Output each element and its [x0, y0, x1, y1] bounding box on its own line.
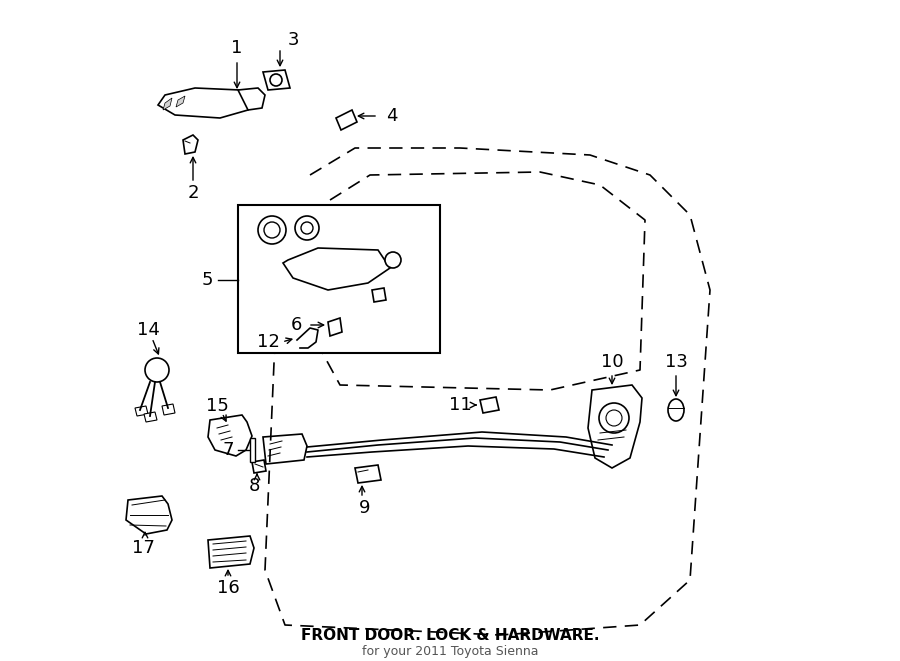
Bar [250, 438, 255, 462]
Polygon shape [238, 88, 265, 110]
Polygon shape [328, 318, 342, 336]
Text: 15: 15 [205, 397, 229, 415]
Text: 9: 9 [359, 499, 371, 517]
Polygon shape [263, 434, 307, 464]
Circle shape [270, 74, 282, 86]
Text: 14: 14 [137, 321, 159, 339]
Text: 3: 3 [287, 31, 299, 49]
Polygon shape [263, 70, 290, 90]
Circle shape [264, 222, 280, 238]
Polygon shape [183, 135, 198, 154]
Text: 6: 6 [291, 316, 302, 334]
Polygon shape [135, 406, 148, 416]
Polygon shape [372, 288, 386, 302]
Bar [238, 205, 440, 353]
Text: 4: 4 [386, 107, 398, 125]
Polygon shape [208, 536, 254, 568]
Text: 5: 5 [202, 271, 212, 289]
Text: 1: 1 [231, 39, 243, 57]
Text: 12: 12 [256, 333, 279, 351]
Text: for your 2011 Toyota Sienna: for your 2011 Toyota Sienna [362, 644, 538, 658]
Circle shape [606, 410, 622, 426]
Polygon shape [126, 496, 172, 534]
Polygon shape [252, 460, 266, 473]
Circle shape [295, 216, 319, 240]
Ellipse shape [668, 399, 684, 421]
Polygon shape [480, 397, 499, 413]
Text: 13: 13 [664, 353, 688, 371]
Polygon shape [355, 465, 381, 483]
Polygon shape [283, 248, 390, 290]
Polygon shape [208, 415, 252, 456]
Polygon shape [162, 404, 175, 415]
Circle shape [385, 252, 401, 268]
Polygon shape [176, 96, 185, 107]
Circle shape [258, 216, 286, 244]
Circle shape [599, 403, 629, 433]
Text: 7: 7 [222, 441, 234, 459]
Text: 16: 16 [217, 579, 239, 597]
Text: 17: 17 [131, 539, 155, 557]
Polygon shape [144, 412, 157, 422]
Circle shape [145, 358, 169, 382]
Polygon shape [336, 110, 357, 130]
Polygon shape [158, 88, 255, 118]
Circle shape [301, 222, 313, 234]
Text: 2: 2 [187, 184, 199, 202]
Polygon shape [163, 98, 172, 110]
Text: 11: 11 [448, 396, 472, 414]
Text: 8: 8 [248, 477, 260, 495]
Text: 10: 10 [600, 353, 624, 371]
Text: FRONT DOOR. LOCK & HARDWARE.: FRONT DOOR. LOCK & HARDWARE. [301, 629, 599, 644]
Polygon shape [588, 385, 642, 468]
